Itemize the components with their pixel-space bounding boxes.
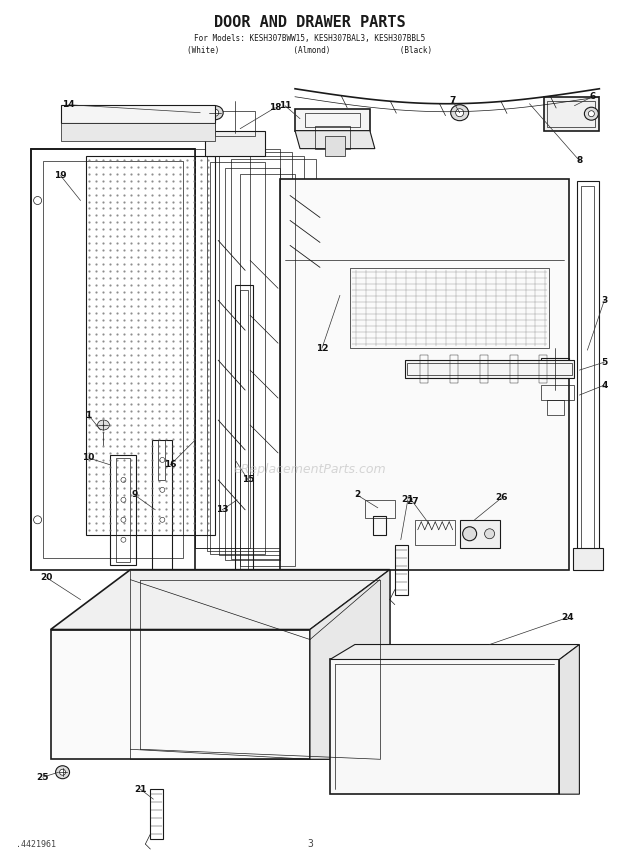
Text: 9: 9 [131,490,138,499]
Text: 1: 1 [86,411,92,419]
Polygon shape [330,645,580,659]
Text: 20: 20 [40,574,53,582]
Polygon shape [61,104,215,122]
Ellipse shape [463,526,477,541]
Ellipse shape [33,516,42,524]
Polygon shape [459,520,500,548]
Text: .4421961: .4421961 [16,840,56,848]
Text: For Models: KESH307BWW15, KESH307BAL3, KESH307BBL5: For Models: KESH307BWW15, KESH307BAL3, K… [195,34,425,44]
Polygon shape [405,360,574,378]
Ellipse shape [160,487,165,492]
Polygon shape [61,122,215,140]
Text: 24: 24 [561,613,574,622]
Ellipse shape [160,457,165,462]
Polygon shape [51,570,390,629]
Ellipse shape [121,538,126,542]
Text: 5: 5 [601,358,608,366]
Ellipse shape [121,478,126,483]
Text: 8: 8 [576,156,583,165]
Text: 15: 15 [242,475,254,484]
Polygon shape [310,570,390,759]
Ellipse shape [60,770,66,776]
Polygon shape [205,131,265,156]
Ellipse shape [485,529,495,538]
Polygon shape [295,131,375,149]
Text: 14: 14 [62,100,75,110]
Ellipse shape [121,517,126,522]
Polygon shape [280,179,569,570]
Text: 25: 25 [37,773,49,782]
Ellipse shape [456,109,464,116]
Polygon shape [574,548,603,570]
Text: eReplacementParts.com: eReplacementParts.com [234,463,386,477]
Text: DOOR AND DRAWER PARTS: DOOR AND DRAWER PARTS [214,15,406,31]
Text: 11: 11 [279,101,291,110]
Text: 12: 12 [316,343,328,353]
Text: 7: 7 [450,96,456,105]
Polygon shape [138,585,166,599]
Text: 18: 18 [269,104,281,112]
Ellipse shape [207,106,223,120]
Text: 19: 19 [54,171,67,180]
Ellipse shape [121,497,126,502]
Text: 10: 10 [82,454,95,462]
Text: 4: 4 [601,381,608,389]
Ellipse shape [588,110,595,116]
Ellipse shape [160,517,165,522]
Text: 16: 16 [164,461,177,469]
Ellipse shape [33,197,42,205]
Text: 21: 21 [134,785,147,794]
Ellipse shape [211,110,219,116]
Text: 26: 26 [495,493,508,502]
Polygon shape [51,629,310,759]
Text: 3: 3 [307,839,313,849]
Ellipse shape [56,766,69,779]
Text: 3: 3 [601,296,608,305]
Polygon shape [544,97,600,131]
Text: 2: 2 [354,490,360,499]
Polygon shape [330,659,559,794]
Text: 13: 13 [216,505,228,514]
Text: 6: 6 [589,92,595,101]
Polygon shape [295,109,370,131]
Polygon shape [559,645,580,794]
Polygon shape [325,135,345,156]
Text: 21: 21 [402,496,414,504]
Text: (White)                (Almond)               (Black): (White) (Almond) (Black) [187,46,433,56]
Ellipse shape [451,104,469,121]
Ellipse shape [97,420,110,430]
Ellipse shape [585,107,598,120]
Text: 27: 27 [407,497,419,507]
